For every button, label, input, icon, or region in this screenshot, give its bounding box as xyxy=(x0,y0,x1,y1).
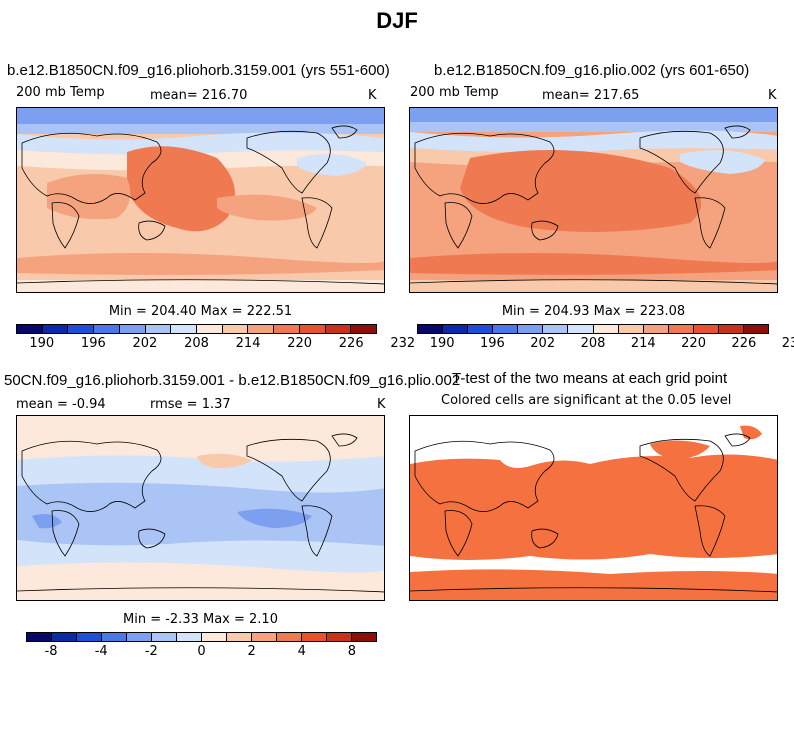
panel2-title: b.e12.B1850CN.f09_g16.plio.002 (yrs 601-… xyxy=(434,62,750,79)
panel3-units: K xyxy=(377,397,386,412)
panel1-colorbar-swatch xyxy=(171,325,198,333)
panel1-colorbar-swatch xyxy=(197,325,223,333)
panel3-colorbar-tick-label: 4 xyxy=(297,644,306,659)
panel3-colorbar-tick-label: 2 xyxy=(247,644,256,659)
panel2-colorbar-swatch xyxy=(543,325,569,333)
panel1-colorbar-swatch xyxy=(325,325,352,333)
panel3-colorbar-tick-label: 8 xyxy=(347,644,357,659)
panel3-colorbar-swatch xyxy=(52,633,77,641)
panel2-map xyxy=(409,107,778,293)
panel3-colorbar-swatch xyxy=(202,633,227,641)
panel1-colorbar-swatch xyxy=(17,325,43,333)
panel3-minmax: Min = -2.33 Max = 2.10 xyxy=(123,612,278,627)
panel3-colorbar-swatch xyxy=(277,633,302,641)
panel3-colorbar-swatch xyxy=(177,633,202,641)
panel2-colorbar-swatch xyxy=(593,325,619,333)
panel2-colorbar-swatch xyxy=(518,325,544,333)
panel3-title: 50CN.f09_g16.pliohorb.3159.001 - b.e12.B… xyxy=(4,372,461,389)
panel2-minmax: Min = 204.93 Max = 223.08 xyxy=(501,304,686,319)
figure-title: DJF xyxy=(376,8,418,33)
panel1-colorbar-tick-label: 214 xyxy=(235,336,261,351)
panel4-subtitle: Colored cells are significant at the 0.0… xyxy=(441,393,732,408)
panel2-colorbar-tick-label: 220 xyxy=(681,336,706,351)
panel1-colorbar-tick-label: 208 xyxy=(184,336,209,351)
panel2-colorbar-labels: 190 196 202 208 214 220 226 232 xyxy=(417,336,794,351)
panel3-mean-label: mean = -0.94 xyxy=(16,397,106,412)
panel1-colorbar-swatch xyxy=(248,325,275,333)
panel3-map xyxy=(16,415,385,601)
panel1-colorbar xyxy=(16,324,377,334)
panel2-colorbar-swatch xyxy=(493,325,519,333)
panel2-colorbar-tick-label: 226 xyxy=(731,336,757,351)
panel3-colorbar-tick-label: 0 xyxy=(197,644,206,659)
panel2-colorbar-swatch xyxy=(668,325,694,333)
panel2-colorbar xyxy=(417,324,769,334)
panel3-colorbar-swatch xyxy=(102,633,127,641)
panel1-colorbar-tick-label: 232 xyxy=(390,336,416,351)
panel1-colorbar-tick-label: 226 xyxy=(338,336,364,351)
panel1-colorbar-swatch xyxy=(351,325,377,333)
panel1-units: K xyxy=(368,88,377,103)
panel2-colorbar-tick-label: 214 xyxy=(630,336,656,351)
panel1-colorbar-swatch xyxy=(94,325,120,333)
panel3-rmse-label: rmse = 1.37 xyxy=(150,397,231,412)
panel2-colorbar-swatch xyxy=(418,325,444,333)
panel3-colorbar xyxy=(26,632,377,642)
panel2-colorbar-swatch xyxy=(693,325,719,333)
panel3-colorbar-swatch xyxy=(77,633,102,641)
panel2-colorbar-tick-label: 208 xyxy=(580,336,606,351)
panel2-mean-label: mean= 217.65 xyxy=(542,88,640,103)
panel2-colorbar-tick-label: 196 xyxy=(480,336,505,351)
panel4-map xyxy=(409,415,778,601)
panel1-variable-label: 200 mb Temp xyxy=(16,85,105,100)
panel4-title: T-test of the two means at each grid poi… xyxy=(452,370,728,387)
panel3-colorbar-swatch xyxy=(127,633,152,641)
panel1-colorbar-swatch xyxy=(68,325,95,333)
panel3-colorbar-swatch xyxy=(27,633,52,641)
panel2-colorbar-swatch xyxy=(443,325,469,333)
panel2-colorbar-swatch xyxy=(618,325,644,333)
panel1-colorbar-swatch xyxy=(274,325,300,333)
panel2-colorbar-tick-label: 232 xyxy=(781,336,794,351)
panel3-colorbar-tick-label: -4 xyxy=(94,644,108,659)
panel1-colorbar-swatch xyxy=(145,325,172,333)
panel3-colorbar-swatch xyxy=(227,633,252,641)
panel2-colorbar-swatch xyxy=(468,325,494,333)
panel2-units: K xyxy=(768,88,777,103)
panel1-title: b.e12.B1850CN.f09_g16.pliohorb.3159.001 … xyxy=(7,62,390,79)
panel2-colorbar-swatch xyxy=(568,325,594,333)
panel1-colorbar-tick-label: 220 xyxy=(287,336,313,351)
panel1-minmax: Min = 204.40 Max = 222.51 xyxy=(108,304,293,319)
significant-region xyxy=(410,454,777,560)
panel3-colorbar-swatch xyxy=(302,633,327,641)
significant-region xyxy=(650,440,710,460)
panel1-colorbar-tick-label: 190 xyxy=(29,336,55,351)
panel2-colorbar-swatch xyxy=(643,325,669,333)
panel3-colorbar-labels: -8 -4 -2 0 2 4 8 xyxy=(26,644,377,659)
panel3-colorbar-swatch xyxy=(152,633,177,641)
panel2-colorbar-swatch xyxy=(718,325,745,333)
significant-region xyxy=(410,569,777,600)
panel3-colorbar-tick-label: -8 xyxy=(44,644,58,659)
panel1-colorbar-swatch xyxy=(222,325,249,333)
panel2-colorbar-swatch xyxy=(744,325,769,333)
panel3-colorbar-swatch xyxy=(352,633,376,641)
panel3-colorbar-swatch xyxy=(327,633,352,641)
panel1-mean-label: mean= 216.70 xyxy=(150,88,248,103)
panel2-colorbar-tick-label: 190 xyxy=(429,336,455,351)
panel2-colorbar-tick-label: 202 xyxy=(530,336,556,351)
panel1-colorbar-swatch xyxy=(42,325,69,333)
panel1-colorbar-swatch xyxy=(119,325,146,333)
panel3-colorbar-tick-label: -2 xyxy=(144,644,158,659)
panel1-colorbar-swatch xyxy=(299,325,326,333)
panel3-colorbar-swatch xyxy=(252,633,277,641)
panel1-colorbar-tick-label: 196 xyxy=(80,336,106,351)
panel1-colorbar-labels: 190 196 202 208 214 220 226 232 xyxy=(16,336,415,351)
panel1-map xyxy=(16,107,385,293)
panel2-variable-label: 200 mb Temp xyxy=(410,85,499,100)
panel1-colorbar-tick-label: 202 xyxy=(132,336,158,351)
